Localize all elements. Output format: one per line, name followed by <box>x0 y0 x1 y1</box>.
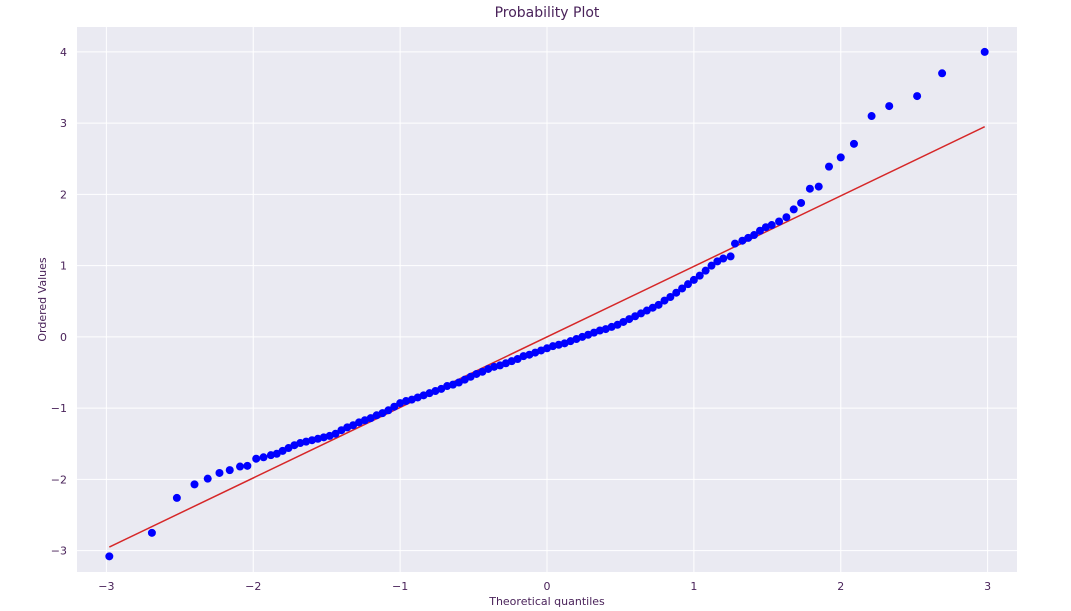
data-point <box>259 453 268 462</box>
data-point <box>825 162 833 171</box>
data-point <box>654 300 663 309</box>
chart-title: Probability Plot <box>495 5 600 21</box>
y-tick-label: 2 <box>60 188 67 201</box>
data-point <box>172 493 181 502</box>
x-tick-label: −3 <box>98 580 114 593</box>
data-point <box>797 198 806 207</box>
data-point <box>767 221 776 230</box>
y-axis-ticks: −3 −2 −1 0 1 2 3 4 <box>51 46 67 558</box>
data-point <box>666 293 675 302</box>
data-point <box>775 217 784 226</box>
data-point <box>190 480 199 489</box>
data-point <box>105 552 114 561</box>
data-point <box>805 184 814 193</box>
data-point <box>707 261 716 270</box>
data-point <box>867 112 876 121</box>
data-point <box>750 231 759 240</box>
x-tick-label: −1 <box>392 580 408 593</box>
data-point <box>147 528 156 537</box>
data-point <box>789 205 798 214</box>
y-tick-label: −2 <box>51 473 67 486</box>
data-point <box>726 252 735 261</box>
data-point <box>243 461 252 470</box>
y-tick-label: 3 <box>60 117 67 130</box>
x-tick-label: 0 <box>544 580 551 593</box>
data-point <box>695 271 704 280</box>
y-axis-label: Ordered Values <box>36 257 49 341</box>
data-point <box>678 284 687 293</box>
y-tick-label: −3 <box>51 545 67 558</box>
data-point <box>215 468 224 477</box>
x-tick-label: −2 <box>245 580 261 593</box>
fit-line <box>108 126 986 548</box>
data-point <box>390 402 399 411</box>
x-tick-label: 2 <box>837 580 844 593</box>
data-point <box>660 296 669 305</box>
data-point <box>980 47 989 56</box>
data-point <box>689 275 698 284</box>
data-point <box>755 226 764 235</box>
data-point <box>684 280 692 289</box>
data-point <box>236 462 245 471</box>
data-point <box>719 254 728 263</box>
x-tick-label: 3 <box>984 580 991 593</box>
data-point <box>731 239 739 248</box>
data-point <box>252 454 261 463</box>
y-tick-label: 1 <box>60 260 67 273</box>
data-point <box>885 102 894 111</box>
x-axis-label: Theoretical quantiles <box>488 595 605 608</box>
data-point <box>225 466 234 475</box>
fit-line-layer <box>108 126 986 548</box>
data-point <box>913 92 922 101</box>
data-point <box>814 182 823 191</box>
data-points-layer <box>105 47 989 561</box>
data-point <box>384 406 393 415</box>
y-tick-label: 0 <box>60 331 67 344</box>
data-point <box>203 474 212 483</box>
data-point <box>782 213 791 222</box>
data-point <box>849 139 858 148</box>
y-tick-label: 4 <box>60 46 67 59</box>
data-point <box>701 266 710 275</box>
data-point <box>331 429 340 438</box>
data-point <box>672 288 681 297</box>
y-tick-label: −1 <box>51 402 67 415</box>
data-point <box>938 69 947 78</box>
data-point <box>836 153 845 162</box>
x-tick-label: 1 <box>690 580 697 593</box>
x-axis-ticks: −3 −2 −1 0 1 2 3 <box>98 580 991 593</box>
